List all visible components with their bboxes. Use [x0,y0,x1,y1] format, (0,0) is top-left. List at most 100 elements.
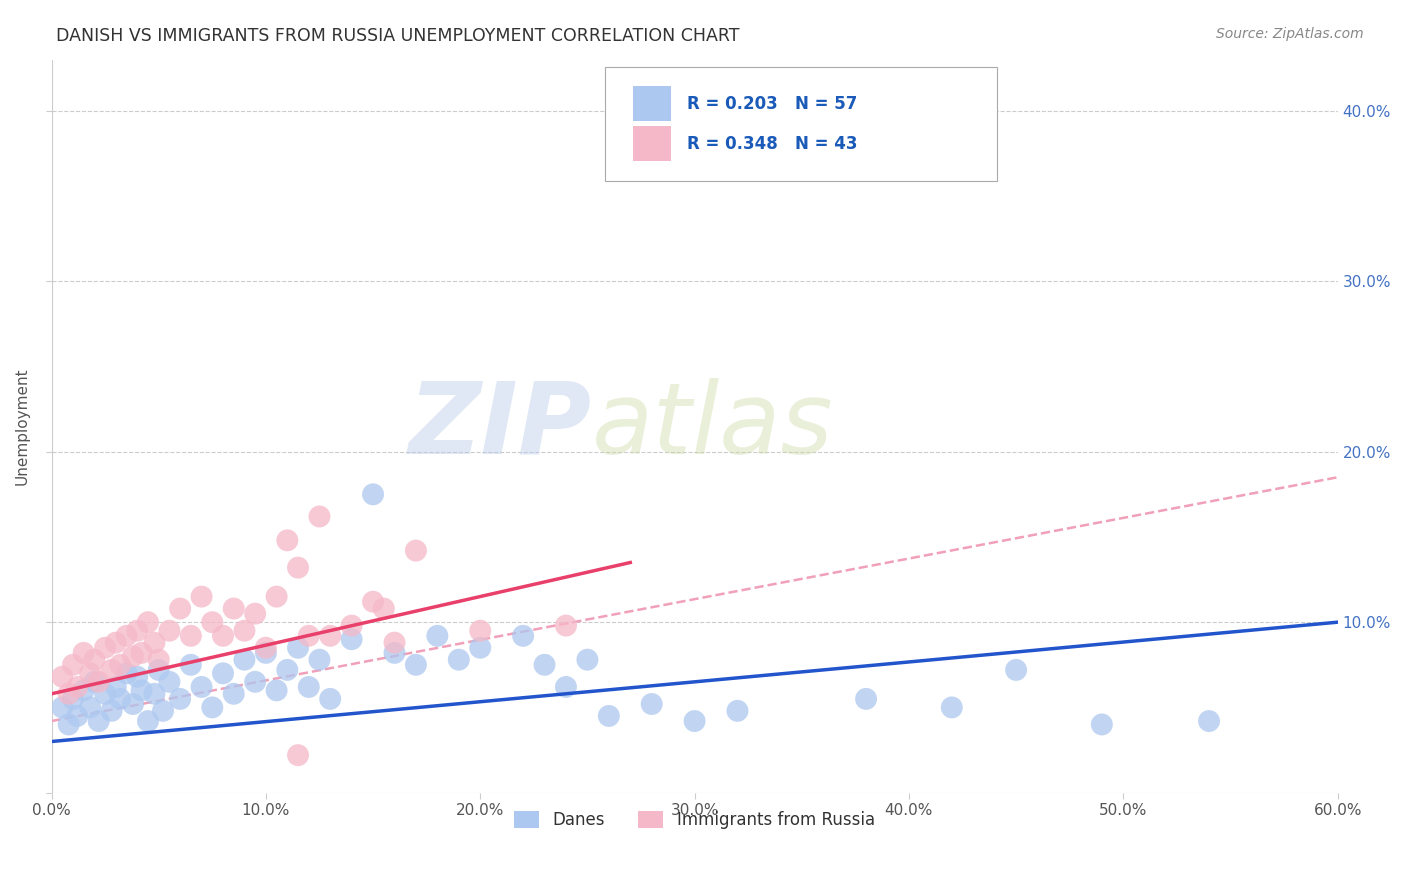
Point [276,533,298,548]
FancyBboxPatch shape [605,67,997,180]
Point [190,680,212,694]
Point [83,653,105,667]
Point [79,700,101,714]
Point [340,618,363,632]
Point [131,646,153,660]
Point [115,666,138,681]
Point [243,607,266,621]
Point [100,704,122,718]
Point [143,687,166,701]
Point [555,618,578,632]
Point [254,646,277,660]
Point [212,629,235,643]
Point [576,653,599,667]
Point [683,714,706,728]
Y-axis label: Unemployment: Unemployment [15,368,30,485]
Text: R = 0.203   N = 57: R = 0.203 N = 57 [688,95,858,112]
Point [308,653,330,667]
Point [73,683,96,698]
Point [58,717,80,731]
Point [426,629,449,643]
Point [373,601,395,615]
Point [598,709,620,723]
Point [157,624,180,638]
Point [87,714,110,728]
Bar [633,127,672,161]
Point [319,692,342,706]
Point [233,653,256,667]
Point [104,635,127,649]
Legend: Danes, Immigrants from Russia: Danes, Immigrants from Russia [508,804,882,836]
Point [533,657,555,672]
Point [100,663,122,677]
Point [136,714,159,728]
Point [136,615,159,630]
Point [855,692,877,706]
Point [169,601,191,615]
Point [122,649,145,664]
Point [51,670,73,684]
Point [127,670,149,684]
Text: R = 0.348   N = 43: R = 0.348 N = 43 [688,135,858,153]
Point [94,640,117,655]
Point [212,666,235,681]
Point [470,640,492,655]
Point [308,509,330,524]
Point [143,635,166,649]
Point [66,680,89,694]
Point [51,700,73,714]
Point [180,657,202,672]
Point [298,629,321,643]
Point [157,674,180,689]
Point [108,657,131,672]
Point [1091,717,1114,731]
Point [727,704,749,718]
Point [104,680,127,694]
Point [62,657,84,672]
Point [94,687,117,701]
Point [73,646,96,660]
Text: ZIP: ZIP [409,377,592,475]
Point [405,543,427,558]
Point [470,624,492,638]
Point [115,629,138,643]
Point [641,697,664,711]
Point [201,615,224,630]
Point [276,663,298,677]
Point [169,692,191,706]
Point [243,674,266,689]
Point [222,601,245,615]
Point [769,158,792,172]
Point [266,590,288,604]
Point [555,680,578,694]
Text: Source: ZipAtlas.com: Source: ZipAtlas.com [1216,27,1364,41]
Point [340,632,363,647]
Point [58,687,80,701]
Point [148,653,170,667]
Point [62,692,84,706]
Point [87,674,110,689]
Point [122,697,145,711]
Point [190,590,212,604]
Point [148,663,170,677]
Point [298,680,321,694]
Point [361,595,384,609]
Bar [633,86,672,121]
Point [79,666,101,681]
Text: atlas: atlas [592,377,834,475]
Point [287,748,309,763]
Point [131,683,153,698]
Point [266,683,288,698]
Point [361,487,384,501]
Point [287,560,309,574]
Point [201,700,224,714]
Point [152,704,174,718]
Point [405,657,427,672]
Point [254,640,277,655]
Point [83,674,105,689]
Text: DANISH VS IMMIGRANTS FROM RUSSIA UNEMPLOYMENT CORRELATION CHART: DANISH VS IMMIGRANTS FROM RUSSIA UNEMPLO… [56,27,740,45]
Point [222,687,245,701]
Point [941,700,963,714]
Point [1005,663,1028,677]
Point [127,624,149,638]
